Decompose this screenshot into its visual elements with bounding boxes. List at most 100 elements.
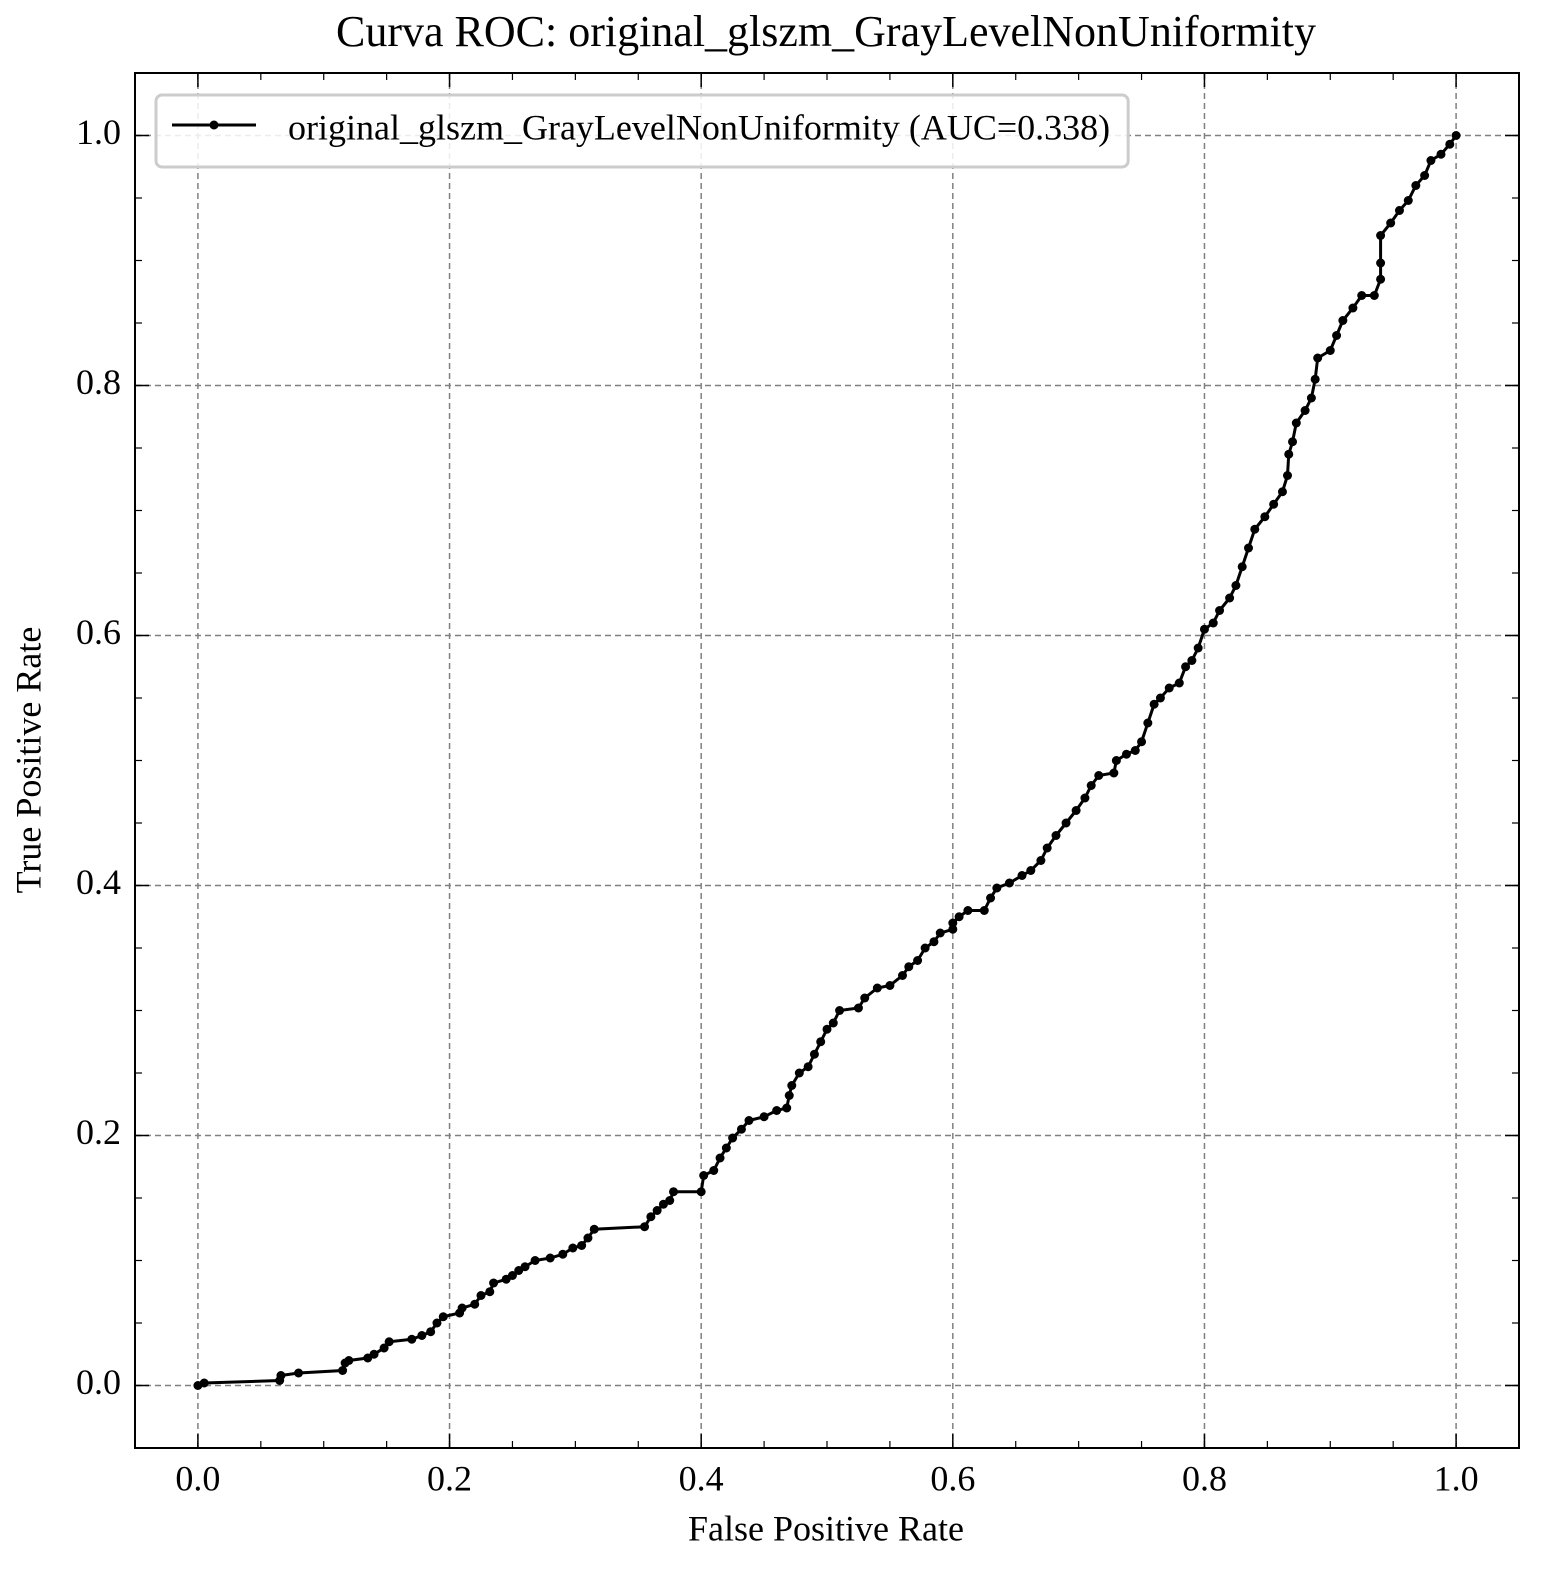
point — [935, 928, 945, 938]
point — [1369, 291, 1379, 300]
point — [736, 1124, 746, 1134]
y-tick-label: 0.6 — [76, 612, 121, 652]
y-tick-label: 0.0 — [76, 1362, 121, 1402]
point — [963, 906, 973, 915]
point — [1208, 618, 1218, 628]
point — [1338, 316, 1348, 325]
point — [1325, 346, 1335, 355]
point — [520, 1262, 530, 1272]
point — [1155, 693, 1165, 703]
point — [1394, 206, 1404, 215]
point — [294, 1368, 304, 1378]
point — [1260, 512, 1270, 522]
roc-line — [197, 134, 1458, 1387]
point — [568, 1243, 578, 1253]
point — [948, 924, 958, 934]
point — [929, 937, 939, 947]
point — [1386, 218, 1396, 228]
point — [489, 1278, 499, 1288]
point — [696, 1187, 706, 1197]
point — [809, 1049, 819, 1059]
y-tick-label: 0.4 — [76, 862, 121, 902]
plot-frame — [134, 72, 1520, 1449]
point — [772, 1106, 782, 1115]
point — [992, 883, 1002, 893]
point — [1445, 139, 1455, 149]
x-tick-label: 0.4 — [679, 1458, 724, 1498]
point — [1348, 303, 1358, 313]
point — [1036, 856, 1046, 865]
point — [1376, 231, 1386, 240]
point — [784, 1091, 794, 1100]
point — [979, 906, 989, 915]
point — [744, 1116, 754, 1125]
y-tick-label: 1.0 — [76, 112, 121, 152]
point — [794, 1068, 804, 1078]
point — [1164, 683, 1174, 693]
chart-title: Curva ROC: original_glszm_GrayLevelNonUn… — [336, 7, 1316, 56]
point — [1061, 818, 1071, 828]
point — [1231, 581, 1241, 590]
point — [1332, 331, 1342, 340]
point — [1403, 196, 1413, 205]
point — [1277, 487, 1287, 497]
point — [828, 1018, 838, 1028]
point — [485, 1287, 495, 1297]
point — [426, 1327, 436, 1337]
point — [1284, 449, 1294, 459]
point — [897, 971, 907, 980]
point — [1187, 656, 1197, 665]
point — [369, 1349, 379, 1359]
point — [665, 1196, 675, 1205]
y-axis-label: True Positive Rate — [8, 627, 48, 894]
point — [872, 983, 882, 993]
point — [558, 1249, 568, 1259]
point — [1094, 771, 1104, 780]
point — [728, 1133, 738, 1143]
legend-marker — [209, 120, 219, 130]
point — [948, 918, 958, 928]
point — [715, 1153, 725, 1163]
point — [816, 1037, 826, 1047]
point — [1149, 699, 1159, 709]
point — [545, 1253, 555, 1263]
point — [1004, 878, 1014, 888]
point — [1306, 393, 1316, 403]
point — [835, 1006, 845, 1015]
point — [1291, 418, 1301, 428]
point — [1225, 593, 1235, 603]
point — [199, 1378, 209, 1388]
legend: original_glszm_GrayLevelNonUniformity (A… — [154, 93, 1130, 169]
point — [583, 1233, 593, 1243]
point — [344, 1356, 354, 1365]
point — [417, 1331, 427, 1340]
point — [759, 1112, 769, 1122]
legend-box — [154, 93, 1130, 169]
point — [432, 1318, 442, 1328]
point — [652, 1206, 662, 1215]
point — [709, 1166, 719, 1175]
point — [1411, 181, 1421, 190]
point — [1174, 678, 1184, 688]
point — [904, 962, 914, 972]
point — [1080, 793, 1090, 803]
point — [822, 1024, 832, 1034]
point — [1071, 806, 1081, 815]
point — [1215, 606, 1225, 615]
point — [860, 993, 870, 1003]
point — [1250, 524, 1260, 534]
x-tick-label: 0.8 — [1182, 1458, 1227, 1498]
point — [1051, 831, 1061, 840]
y-tick-label: 0.2 — [76, 1112, 121, 1152]
x-tick-label: 0.0 — [175, 1458, 220, 1498]
point — [476, 1291, 486, 1300]
point — [577, 1241, 587, 1250]
point — [470, 1299, 480, 1309]
point — [1426, 156, 1436, 165]
point — [853, 1003, 863, 1013]
point — [1199, 624, 1209, 634]
point — [1300, 406, 1310, 415]
point — [1121, 749, 1131, 759]
point — [1130, 746, 1140, 755]
